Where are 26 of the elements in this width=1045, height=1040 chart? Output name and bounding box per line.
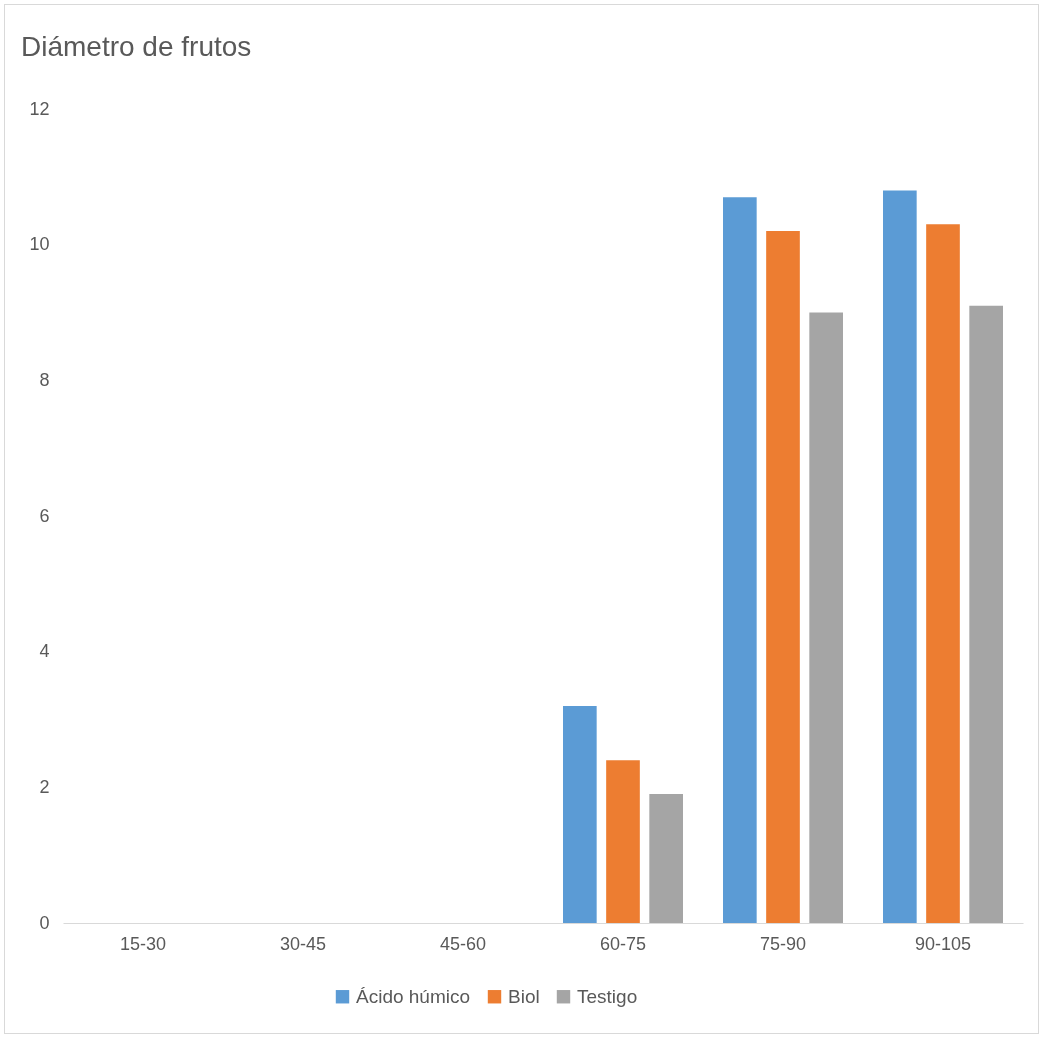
y-tick-label: 4 [39, 641, 50, 662]
bar [606, 760, 640, 923]
bar [649, 794, 683, 923]
bar [809, 312, 843, 923]
x-tick-label: 75-90 [759, 933, 807, 954]
bar [563, 705, 597, 923]
bar [969, 305, 1003, 923]
x-tick-label: 60-75 [599, 933, 647, 954]
y-tick-label: 12 [29, 98, 50, 119]
y-tick-label: 0 [39, 912, 50, 933]
legend-label: Ácido húmico [356, 985, 471, 1007]
x-tick-label: 30-45 [279, 933, 327, 954]
y-tick-label: 10 [29, 234, 50, 255]
y-tick-label: 6 [39, 505, 50, 526]
y-tick-label: 2 [39, 776, 50, 797]
y-tick-label: 8 [39, 369, 50, 390]
x-tick-label: 15-30 [119, 933, 167, 954]
bar [926, 224, 960, 923]
legend-label: Biol [508, 985, 540, 1007]
x-tick-label: 45-60 [439, 933, 487, 954]
bar [883, 190, 917, 923]
bar [766, 231, 800, 923]
bar [723, 197, 757, 923]
legend-label: Testigo [577, 985, 638, 1007]
x-tick-label: 90-105 [914, 933, 972, 954]
chart-title: Diámetro de frutos [21, 31, 252, 62]
